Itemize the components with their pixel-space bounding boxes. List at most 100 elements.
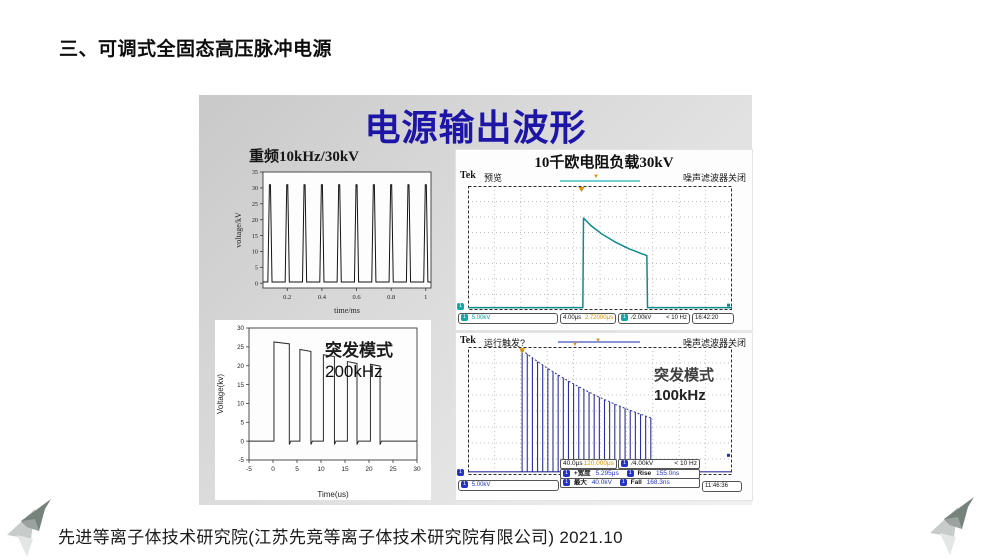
scope2-delay: 120.000μs <box>583 460 615 467</box>
svg-text:Time(us): Time(us) <box>317 490 349 499</box>
svg-text:0.2: 0.2 <box>283 294 291 301</box>
scope2-annotation: 突发模式 100kHz <box>654 367 714 405</box>
svg-text:0.6: 0.6 <box>352 294 361 301</box>
scope2-trig-scale: 4.00kV <box>632 460 654 468</box>
measurement-label: +宽度 <box>573 470 591 478</box>
svg-text:time/ms: time/ms <box>334 306 360 315</box>
channel-badge: 1 <box>461 481 469 488</box>
scope1-delay: 2.72000μs <box>584 315 613 321</box>
svg-text:25: 25 <box>252 201 258 208</box>
scope1-timebase-box: 4.00μs 2.72000μs <box>560 313 616 324</box>
svg-text:35: 35 <box>252 169 258 176</box>
oscilloscope-single-pulse: 10千欧电阻负载30kV Tek 预览 噪声滤波器关闭 ▼ 1 1 5.00kV… <box>456 150 752 330</box>
scope2-trig-freq: < 10 Hz <box>674 460 697 467</box>
chart-burst-200khz-plot: -5 0 5 10 15 20 25 30 -5 0 5 10 15 20 25 30 Time(us) Volt… <box>216 325 421 499</box>
scope1-channel-marker: 1 <box>457 303 465 310</box>
trigger-position-icon: ▼ <box>593 174 599 180</box>
scope2-clock-box: 11:46:36 <box>702 481 742 492</box>
burst-annotation: 突发模式 200kHz <box>325 340 393 382</box>
scope1-trigger-box: 1 ∕2.00kV < 10 Hz <box>618 313 690 324</box>
svg-text:15: 15 <box>252 233 258 240</box>
scope1-header: Tek 预览 噪声滤波器关闭 <box>460 170 748 183</box>
scope2-header: Tek 运行 触发? 噪声滤波器关闭 <box>460 335 748 348</box>
burst-annotation-cn: 突发模式 <box>325 341 393 360</box>
channel-badge: 1 <box>621 460 629 467</box>
svg-text:10: 10 <box>252 249 258 256</box>
svg-text:0.8: 0.8 <box>387 294 395 301</box>
channel-badge: 1 <box>619 479 627 486</box>
svg-text:25: 25 <box>237 344 244 351</box>
svg-text:0: 0 <box>271 466 275 473</box>
svg-text:20: 20 <box>252 217 258 224</box>
scope1-trig-freq: < 10 Hz <box>666 315 687 321</box>
scope2-ch-scale: 5.00kV <box>471 482 491 489</box>
scope1-clock-box: 16:42:20 <box>692 313 734 324</box>
scope1-noise-status: 噪声滤波器关闭 <box>682 173 746 183</box>
origami-decoration-left <box>7 499 51 557</box>
channel-badge: 1 <box>621 314 629 321</box>
panel-title: 电源输出波形 <box>364 107 587 148</box>
scope1-clock: 16:42:20 <box>695 315 719 321</box>
scope2-timebase-box: 40.0μs 120.000μs <box>560 459 617 469</box>
chart-burst-200khz: -5 0 5 10 15 20 25 30 -5 0 5 10 15 20 25 30 Time(us) Volt… <box>215 320 431 500</box>
channel-badge: 1 <box>563 470 571 477</box>
tek-logo: Tek <box>460 335 476 346</box>
scope1-timebase: 4.00μs <box>563 315 582 321</box>
svg-text:5: 5 <box>295 466 299 473</box>
measurement-value: 155.0ns <box>655 470 680 478</box>
scope1-graticule <box>468 186 732 310</box>
scope1-caption: 10千欧电阻负载30kV <box>534 155 674 171</box>
oscilloscope-burst-100khz: Tek 运行 触发? 噪声滤波器关闭 ▼ ▼ 突发模式 100kHz 1 40.… <box>456 333 752 500</box>
svg-text:20: 20 <box>365 466 373 473</box>
svg-text:30: 30 <box>237 325 244 332</box>
svg-text:25: 25 <box>389 466 397 473</box>
svg-text:-5: -5 <box>246 466 252 473</box>
slope-icon: ∕ <box>631 460 633 468</box>
chart-pulse-train-plot: 0.2 0.4 0.6 0.8 105101520253035time/msvoltag… <box>234 169 432 315</box>
measurement-value: 168.3ns <box>646 479 670 487</box>
svg-text:30: 30 <box>413 466 421 473</box>
scope1-channel-scale-box: 1 5.00kV <box>458 313 558 324</box>
scope1-mode: 预览 <box>484 173 503 183</box>
svg-text:5: 5 <box>241 419 245 426</box>
scope2-trigger-status: 触发? <box>502 338 526 348</box>
scope1-preview-bar <box>560 180 640 182</box>
svg-text:0: 0 <box>241 438 245 445</box>
svg-text:-5: -5 <box>238 457 244 464</box>
svg-text:0.4: 0.4 <box>318 294 327 301</box>
scope2-noise-status: 噪声滤波器关闭 <box>682 338 746 348</box>
svg-text:voltage/kV: voltage/kV <box>234 212 243 248</box>
svg-text:30: 30 <box>252 185 258 192</box>
svg-text:1: 1 <box>424 294 427 301</box>
content-panel: 电源输出波形 重频10kHz/30kV 0.2 0.4 0.6 0.8 1 0 5 10 15 2… <box>199 95 752 505</box>
origami-decoration-right <box>930 497 974 555</box>
scope1-trig-scale: 2.00kV <box>632 315 652 322</box>
svg-text:5: 5 <box>255 265 258 272</box>
channel-badge: 1 <box>563 479 571 486</box>
scope2-preview-bar <box>558 341 640 343</box>
svg-text:Voltage(kv): Voltage(kv) <box>216 374 225 414</box>
delay-marker-icon: ▼ <box>572 342 578 348</box>
slide-footer: 先进等离子体技术研究院(江苏先竞等离子体技术研究院有限公司) 2021.10 <box>58 528 623 547</box>
burst-annotation-en: 200kHz <box>325 362 383 381</box>
scope2-timebase: 40.0μs <box>563 460 583 467</box>
measurement-label: 最大 <box>573 479 587 487</box>
scope2-trigger-box: 1 ∕4.00kV < 10 Hz <box>618 459 700 469</box>
scope1-ch-scale: 5.00kV <box>471 315 491 322</box>
measurement-row-2: 1 最大 40.0kV 1 Fall 168.3ns <box>560 478 700 488</box>
trigger-position-icon: ▼ <box>595 338 601 344</box>
channel-badge: 1 <box>626 470 634 477</box>
scope2-clock: 11:46:36 <box>705 483 728 489</box>
slope-icon: ∕ <box>631 315 633 322</box>
svg-text:0: 0 <box>255 280 258 287</box>
svg-text:10: 10 <box>317 466 325 473</box>
slide-heading: 三、可调式全固态高压脉冲电源 <box>59 39 333 60</box>
measurement-value: 40.0kV <box>591 479 612 487</box>
tek-logo: Tek <box>460 170 476 181</box>
svg-text:15: 15 <box>341 466 349 473</box>
scope2-graticule <box>468 347 732 475</box>
channel-badge: 1 <box>461 314 469 321</box>
chart-pulse-train: 重频10kHz/30kV 0.2 0.4 0.6 0.8 1 0 5 10 15 20 25 30 35… <box>233 148 437 318</box>
scope2-annotation-en: 100kHz <box>654 387 706 404</box>
